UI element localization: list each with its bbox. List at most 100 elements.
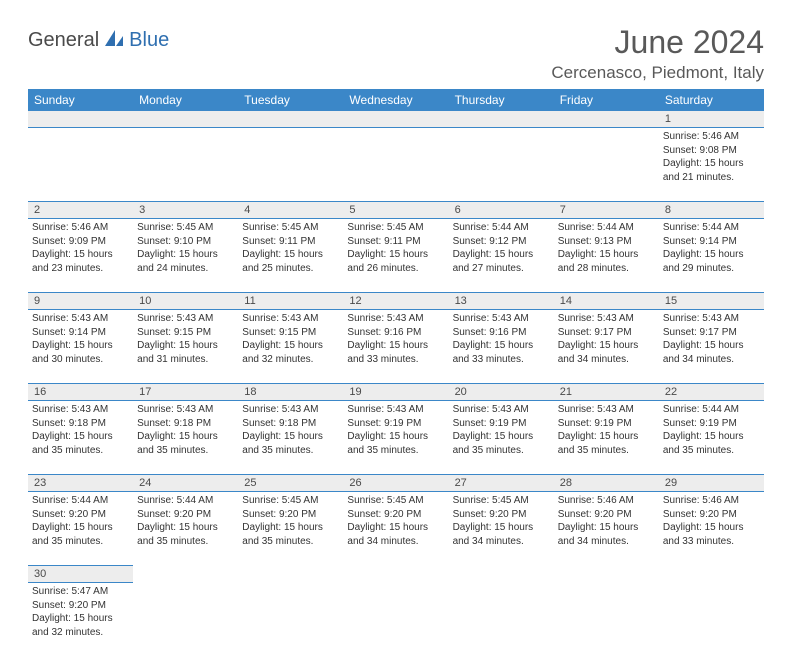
day-number: 30 — [28, 566, 133, 583]
day-cell: Sunrise: 5:45 AMSunset: 9:20 PMDaylight:… — [449, 492, 554, 566]
day-cell: Sunrise: 5:43 AMSunset: 9:18 PMDaylight:… — [238, 401, 343, 475]
day-details: Sunrise: 5:44 AMSunset: 9:14 PMDaylight:… — [663, 221, 760, 275]
day-details: Sunrise: 5:44 AMSunset: 9:13 PMDaylight:… — [558, 221, 655, 275]
day-cell: Sunrise: 5:43 AMSunset: 9:14 PMDaylight:… — [28, 310, 133, 384]
day-cell: Sunrise: 5:45 AMSunset: 9:20 PMDaylight:… — [238, 492, 343, 566]
day-number: 25 — [238, 475, 343, 492]
day-cell — [343, 128, 448, 202]
daynum-row: 16171819202122 — [28, 384, 764, 401]
daynum-row: 9101112131415 — [28, 293, 764, 310]
col-saturday: Saturday — [659, 89, 764, 111]
day-number: 18 — [238, 384, 343, 401]
day-cell: Sunrise: 5:43 AMSunset: 9:19 PMDaylight:… — [554, 401, 659, 475]
day-number — [449, 111, 554, 128]
header: General Blue June 2024 Cercenasco, Piedm… — [28, 24, 764, 83]
day-details: Sunrise: 5:45 AMSunset: 9:11 PMDaylight:… — [242, 221, 339, 275]
day-details: Sunrise: 5:47 AMSunset: 9:20 PMDaylight:… — [32, 585, 129, 639]
day-details: Sunrise: 5:45 AMSunset: 9:20 PMDaylight:… — [242, 494, 339, 548]
day-cell: Sunrise: 5:43 AMSunset: 9:17 PMDaylight:… — [659, 310, 764, 384]
month-title: June 2024 — [551, 24, 764, 61]
day-cell: Sunrise: 5:43 AMSunset: 9:15 PMDaylight:… — [238, 310, 343, 384]
week-row: Sunrise: 5:46 AMSunset: 9:09 PMDaylight:… — [28, 219, 764, 293]
day-cell — [133, 583, 238, 657]
day-number — [28, 111, 133, 128]
day-details: Sunrise: 5:45 AMSunset: 9:20 PMDaylight:… — [347, 494, 444, 548]
day-details: Sunrise: 5:43 AMSunset: 9:15 PMDaylight:… — [137, 312, 234, 366]
day-number — [343, 566, 448, 583]
day-details: Sunrise: 5:43 AMSunset: 9:18 PMDaylight:… — [137, 403, 234, 457]
col-sunday: Sunday — [28, 89, 133, 111]
day-number — [554, 566, 659, 583]
day-details: Sunrise: 5:43 AMSunset: 9:19 PMDaylight:… — [347, 403, 444, 457]
day-details: Sunrise: 5:44 AMSunset: 9:20 PMDaylight:… — [137, 494, 234, 548]
sail-icon — [103, 28, 125, 53]
daynum-row: 2345678 — [28, 202, 764, 219]
logo-text-blue: Blue — [129, 29, 169, 52]
day-details: Sunrise: 5:43 AMSunset: 9:19 PMDaylight:… — [453, 403, 550, 457]
day-cell: Sunrise: 5:46 AMSunset: 9:20 PMDaylight:… — [659, 492, 764, 566]
day-number: 19 — [343, 384, 448, 401]
day-number: 8 — [659, 202, 764, 219]
day-details: Sunrise: 5:44 AMSunset: 9:20 PMDaylight:… — [32, 494, 129, 548]
day-number: 26 — [343, 475, 448, 492]
day-details: Sunrise: 5:44 AMSunset: 9:12 PMDaylight:… — [453, 221, 550, 275]
day-cell: Sunrise: 5:45 AMSunset: 9:11 PMDaylight:… — [343, 219, 448, 293]
day-details: Sunrise: 5:46 AMSunset: 9:09 PMDaylight:… — [32, 221, 129, 275]
col-tuesday: Tuesday — [238, 89, 343, 111]
logo: General Blue — [28, 28, 169, 53]
day-cell — [343, 583, 448, 657]
day-cell: Sunrise: 5:43 AMSunset: 9:19 PMDaylight:… — [343, 401, 448, 475]
day-cell — [449, 583, 554, 657]
day-details: Sunrise: 5:45 AMSunset: 9:11 PMDaylight:… — [347, 221, 444, 275]
day-details: Sunrise: 5:43 AMSunset: 9:16 PMDaylight:… — [453, 312, 550, 366]
day-cell: Sunrise: 5:44 AMSunset: 9:12 PMDaylight:… — [449, 219, 554, 293]
day-details: Sunrise: 5:46 AMSunset: 9:20 PMDaylight:… — [558, 494, 655, 548]
week-row: Sunrise: 5:46 AMSunset: 9:08 PMDaylight:… — [28, 128, 764, 202]
day-number: 13 — [449, 293, 554, 310]
day-cell: Sunrise: 5:43 AMSunset: 9:18 PMDaylight:… — [133, 401, 238, 475]
col-friday: Friday — [554, 89, 659, 111]
day-cell — [554, 583, 659, 657]
day-cell — [28, 128, 133, 202]
title-block: June 2024 Cercenasco, Piedmont, Italy — [551, 24, 764, 83]
day-details: Sunrise: 5:43 AMSunset: 9:16 PMDaylight:… — [347, 312, 444, 366]
day-cell — [659, 583, 764, 657]
day-cell: Sunrise: 5:44 AMSunset: 9:14 PMDaylight:… — [659, 219, 764, 293]
day-cell: Sunrise: 5:43 AMSunset: 9:19 PMDaylight:… — [449, 401, 554, 475]
col-monday: Monday — [133, 89, 238, 111]
day-number: 24 — [133, 475, 238, 492]
day-cell — [449, 128, 554, 202]
day-number: 22 — [659, 384, 764, 401]
day-number: 29 — [659, 475, 764, 492]
day-number: 3 — [133, 202, 238, 219]
day-cell: Sunrise: 5:45 AMSunset: 9:20 PMDaylight:… — [343, 492, 448, 566]
daynum-row: 30 — [28, 566, 764, 583]
day-cell — [238, 128, 343, 202]
day-number: 23 — [28, 475, 133, 492]
day-details: Sunrise: 5:43 AMSunset: 9:19 PMDaylight:… — [558, 403, 655, 457]
day-details: Sunrise: 5:43 AMSunset: 9:18 PMDaylight:… — [242, 403, 339, 457]
day-header-row: Sunday Monday Tuesday Wednesday Thursday… — [28, 89, 764, 111]
week-row: Sunrise: 5:43 AMSunset: 9:18 PMDaylight:… — [28, 401, 764, 475]
day-cell: Sunrise: 5:46 AMSunset: 9:08 PMDaylight:… — [659, 128, 764, 202]
day-number — [133, 566, 238, 583]
day-cell: Sunrise: 5:44 AMSunset: 9:20 PMDaylight:… — [133, 492, 238, 566]
day-number — [659, 566, 764, 583]
day-number — [133, 111, 238, 128]
day-details: Sunrise: 5:44 AMSunset: 9:19 PMDaylight:… — [663, 403, 760, 457]
day-number: 9 — [28, 293, 133, 310]
day-details: Sunrise: 5:45 AMSunset: 9:20 PMDaylight:… — [453, 494, 550, 548]
day-number — [238, 111, 343, 128]
day-number: 27 — [449, 475, 554, 492]
daynum-row: 1 — [28, 111, 764, 128]
day-details: Sunrise: 5:43 AMSunset: 9:17 PMDaylight:… — [558, 312, 655, 366]
day-cell — [554, 128, 659, 202]
day-number: 4 — [238, 202, 343, 219]
week-row: Sunrise: 5:47 AMSunset: 9:20 PMDaylight:… — [28, 583, 764, 657]
day-cell — [133, 128, 238, 202]
day-cell: Sunrise: 5:44 AMSunset: 9:20 PMDaylight:… — [28, 492, 133, 566]
day-number — [343, 111, 448, 128]
day-number: 11 — [238, 293, 343, 310]
day-details: Sunrise: 5:45 AMSunset: 9:10 PMDaylight:… — [137, 221, 234, 275]
day-number: 20 — [449, 384, 554, 401]
